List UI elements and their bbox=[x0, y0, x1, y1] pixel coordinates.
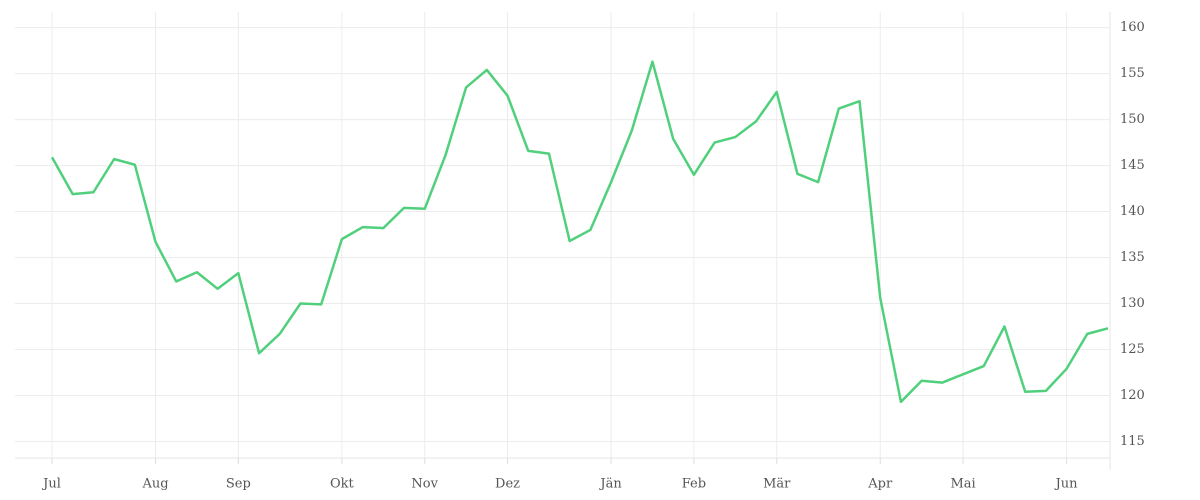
x-tick-label: Dez bbox=[495, 477, 520, 492]
x-tick-label: Aug bbox=[141, 477, 168, 492]
x-tick-label: Jun bbox=[1054, 477, 1079, 492]
x-tick-label: Sep bbox=[226, 477, 251, 492]
x-tick-label: Jul bbox=[41, 477, 61, 492]
x-tick-label: Apr bbox=[867, 477, 893, 492]
y-tick-label: 155 bbox=[1120, 66, 1145, 81]
y-tick-label: 145 bbox=[1120, 158, 1145, 173]
x-tick-label: Jän bbox=[598, 477, 622, 492]
y-tick-label: 130 bbox=[1120, 296, 1145, 311]
x-tick-label: Okt bbox=[330, 477, 355, 492]
y-tick-label: 160 bbox=[1120, 20, 1145, 35]
y-tick-label: 140 bbox=[1120, 204, 1145, 219]
line bbox=[50, 60, 1109, 404]
x-tick-label: Mär bbox=[763, 477, 791, 492]
y-tick-label: 120 bbox=[1120, 388, 1145, 403]
x-tick-label: Feb bbox=[682, 477, 706, 492]
x-tick-label: Nov bbox=[411, 477, 438, 492]
y-tick-label: 135 bbox=[1120, 250, 1145, 265]
y-tick-label: 150 bbox=[1120, 112, 1145, 127]
x-tick-label: Mai bbox=[950, 477, 975, 492]
y-tick-label: 125 bbox=[1120, 342, 1145, 357]
y-tick-label: 115 bbox=[1120, 434, 1145, 449]
